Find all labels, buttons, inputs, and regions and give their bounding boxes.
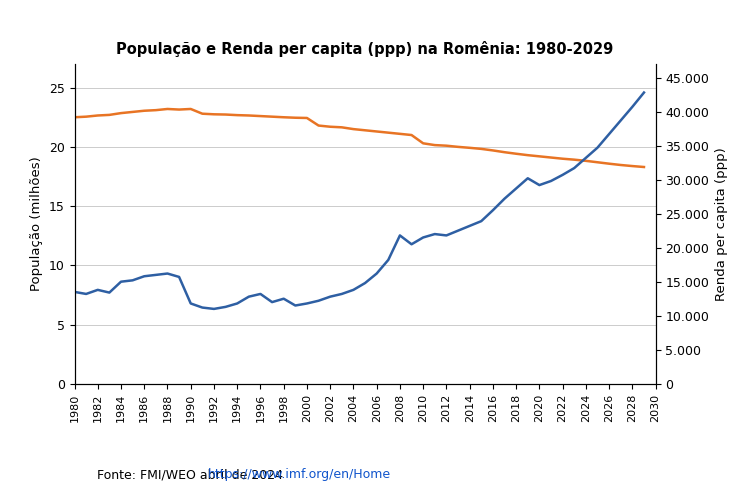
Title: População e Renda per capita (ppp) na Romênia: 1980-2029: População e Renda per capita (ppp) na Ro… — [116, 41, 614, 57]
Text: https://www.imf.org/en/Home: https://www.imf.org/en/Home — [208, 468, 391, 481]
Text: Fonte: FMI/WEO abril de 2024: Fonte: FMI/WEO abril de 2024 — [97, 468, 287, 481]
Y-axis label: População (milhões): População (milhões) — [31, 156, 43, 291]
Y-axis label: Renda per capita (ppp): Renda per capita (ppp) — [714, 147, 728, 301]
